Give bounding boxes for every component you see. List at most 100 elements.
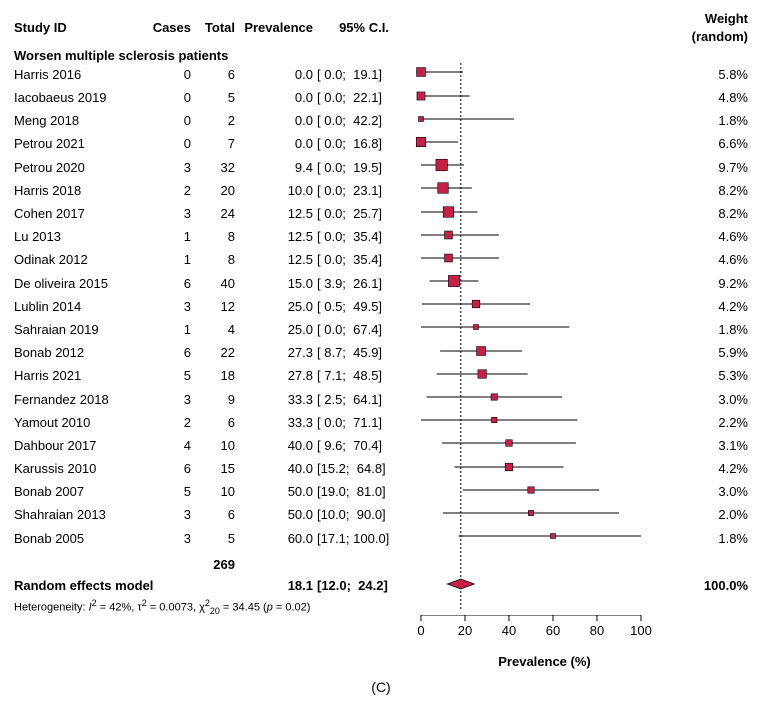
study-cases: 6 bbox=[149, 460, 197, 478]
study-cases: 1 bbox=[149, 228, 197, 246]
study-plot bbox=[411, 272, 678, 295]
study-id: Bonab 2012 bbox=[14, 344, 149, 362]
study-ci: [ 0.0; 16.8] bbox=[317, 135, 411, 153]
study-total: 20 bbox=[197, 182, 241, 200]
study-total: 6 bbox=[197, 66, 241, 84]
study-weight: 4.2% bbox=[678, 460, 748, 478]
study-prev: 50.0 bbox=[241, 506, 317, 524]
study-row: Lublin 2014 3 12 25.0 [ 0.5; 49.5] 4.2% bbox=[14, 295, 748, 318]
study-row: Petrou 2020 3 32 9.4 [ 0.0; 19.5] 9.7% bbox=[14, 156, 748, 179]
study-prev: 9.4 bbox=[241, 159, 317, 177]
study-total: 2 bbox=[197, 112, 241, 130]
study-weight: 8.2% bbox=[678, 205, 748, 223]
study-total: 10 bbox=[197, 483, 241, 501]
study-weight: 3.0% bbox=[678, 483, 748, 501]
svg-text:40: 40 bbox=[502, 623, 516, 638]
study-plot bbox=[411, 226, 678, 249]
study-row: Fernandez 2018 3 9 33.3 [ 2.5; 64.1] 3.0… bbox=[14, 388, 748, 411]
study-id: Yamout 2010 bbox=[14, 414, 149, 432]
study-ci: [ 0.5; 49.5] bbox=[317, 298, 411, 316]
study-weight: 3.1% bbox=[678, 437, 748, 455]
study-total: 15 bbox=[197, 460, 241, 478]
hdr-prev: Prevalence bbox=[241, 19, 317, 37]
study-total: 8 bbox=[197, 251, 241, 269]
study-ci: [ 0.0; 71.1] bbox=[317, 414, 411, 432]
svg-text:0: 0 bbox=[417, 623, 424, 638]
study-ci: [ 0.0; 67.4] bbox=[317, 321, 411, 339]
study-row: Bonab 2012 6 22 27.3 [ 8.7; 45.9] 5.9% bbox=[14, 342, 748, 365]
table-header: Study ID Cases Total Prevalence 95% C.I.… bbox=[14, 10, 748, 46]
study-plot bbox=[411, 318, 678, 341]
study-row: Dahbour 2017 4 10 40.0 [ 9.6; 70.4] 3.1% bbox=[14, 434, 748, 457]
study-plot bbox=[411, 295, 678, 318]
svg-text:80: 80 bbox=[590, 623, 604, 638]
summary-plot bbox=[411, 575, 678, 596]
study-plot bbox=[411, 179, 678, 202]
study-prev: 15.0 bbox=[241, 275, 317, 293]
study-plot bbox=[411, 63, 678, 86]
study-row: Harris 2021 5 18 27.8 [ 7.1; 48.5] 5.3% bbox=[14, 365, 748, 388]
study-ci: [ 0.0; 19.1] bbox=[317, 66, 411, 84]
study-row: Meng 2018 0 2 0.0 [ 0.0; 42.2] 1.8% bbox=[14, 110, 748, 133]
study-weight: 1.8% bbox=[678, 112, 748, 130]
study-ci: [15.2; 64.8] bbox=[317, 460, 411, 478]
study-total: 32 bbox=[197, 159, 241, 177]
study-plot bbox=[411, 249, 678, 272]
study-plot bbox=[411, 133, 678, 156]
study-id: Meng 2018 bbox=[14, 112, 149, 130]
study-row: Lu 2013 1 8 12.5 [ 0.0; 35.4] 4.6% bbox=[14, 226, 748, 249]
study-id: De oliveira 2015 bbox=[14, 275, 149, 293]
axis-label-row: Prevalence (%) bbox=[14, 653, 748, 671]
study-cases: 3 bbox=[149, 391, 197, 409]
study-cases: 3 bbox=[149, 506, 197, 524]
study-cases: 1 bbox=[149, 321, 197, 339]
study-prev: 40.0 bbox=[241, 460, 317, 478]
study-id: Harris 2016 bbox=[14, 66, 149, 84]
study-id: Dahbour 2017 bbox=[14, 437, 149, 455]
study-ci: [17.1; 100.0] bbox=[317, 530, 411, 548]
study-ci: [ 0.0; 22.1] bbox=[317, 89, 411, 107]
study-id: Bonab 2007 bbox=[14, 483, 149, 501]
study-cases: 3 bbox=[149, 530, 197, 548]
study-weight: 9.2% bbox=[678, 275, 748, 293]
study-plot bbox=[411, 342, 678, 365]
study-weight: 6.6% bbox=[678, 135, 748, 153]
x-axis: 0 20 40 60 80 100 bbox=[411, 615, 678, 652]
study-total: 5 bbox=[197, 530, 241, 548]
caption-text: (C) bbox=[371, 679, 390, 695]
study-plot bbox=[411, 388, 678, 411]
study-cases: 2 bbox=[149, 414, 197, 432]
study-id: Bonab 2005 bbox=[14, 530, 149, 548]
study-plot bbox=[411, 434, 678, 457]
hdr-total: Total bbox=[197, 19, 241, 37]
study-row: Iacobaeus 2019 0 5 0.0 [ 0.0; 22.1] 4.8% bbox=[14, 87, 748, 110]
summary-weight: 100.0% bbox=[678, 578, 748, 593]
study-id: Sahraian 2019 bbox=[14, 321, 149, 339]
study-cases: 6 bbox=[149, 275, 197, 293]
study-cases: 1 bbox=[149, 251, 197, 269]
study-ci: [10.0; 90.0] bbox=[317, 506, 411, 524]
axis-row: 0 20 40 60 80 100 bbox=[14, 615, 748, 652]
study-plot bbox=[411, 365, 678, 388]
study-row: Karussis 2010 6 15 40.0 [15.2; 64.8] 4.2… bbox=[14, 458, 748, 481]
study-row: Bonab 2007 5 10 50.0 [19.0; 81.0] 3.0% bbox=[14, 481, 748, 504]
summary-row: Random effects model 18.1 [12.0; 24.2] 1… bbox=[14, 575, 748, 596]
study-prev: 12.5 bbox=[241, 228, 317, 246]
study-total: 24 bbox=[197, 205, 241, 223]
study-ci: [ 2.5; 64.1] bbox=[317, 391, 411, 409]
study-prev: 60.0 bbox=[241, 530, 317, 548]
study-weight: 1.8% bbox=[678, 530, 748, 548]
study-row: Cohen 2017 3 24 12.5 [ 0.0; 25.7] 8.2% bbox=[14, 203, 748, 226]
svg-text:60: 60 bbox=[546, 623, 560, 638]
study-id: Petrou 2020 bbox=[14, 159, 149, 177]
hdr-study: Study ID bbox=[14, 19, 149, 37]
study-ci: [19.0; 81.0] bbox=[317, 483, 411, 501]
total-row: 269 bbox=[14, 556, 748, 574]
study-weight: 3.0% bbox=[678, 391, 748, 409]
study-cases: 4 bbox=[149, 437, 197, 455]
x-axis-label: Prevalence (%) bbox=[411, 653, 678, 671]
study-cases: 0 bbox=[149, 89, 197, 107]
study-row: Harris 2018 2 20 10.0 [ 0.0; 23.1] 8.2% bbox=[14, 179, 748, 202]
study-ci: [ 3.9; 26.1] bbox=[317, 275, 411, 293]
study-ci: [ 0.0; 35.4] bbox=[317, 251, 411, 269]
